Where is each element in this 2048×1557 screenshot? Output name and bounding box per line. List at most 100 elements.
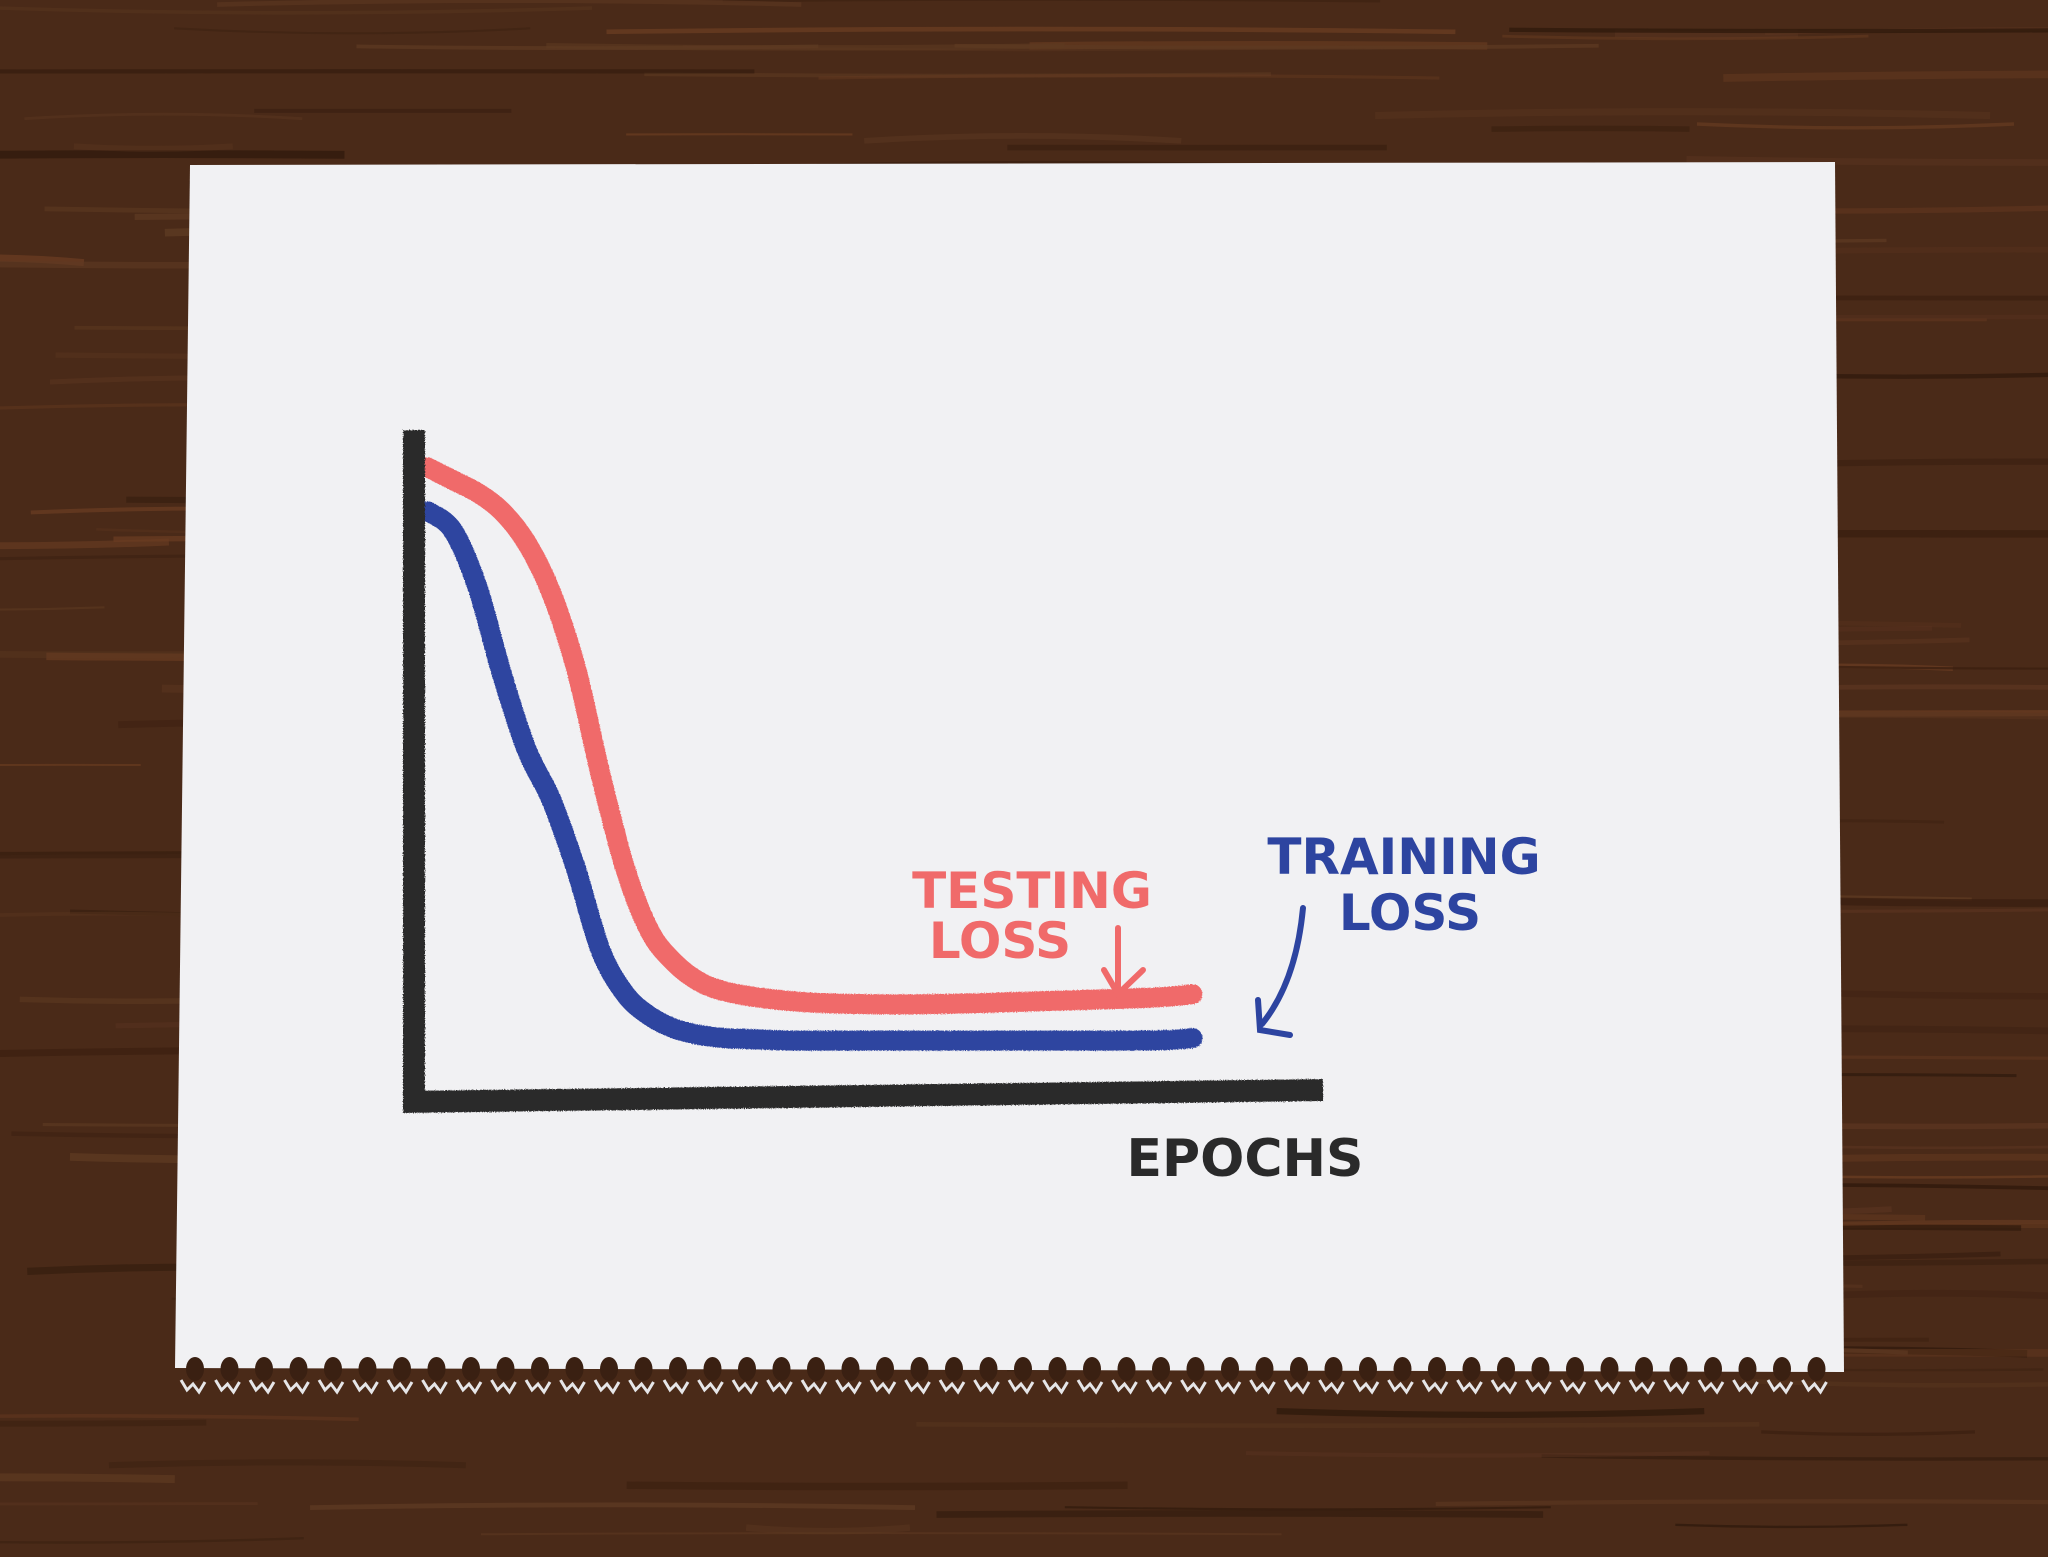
wood-grain-streak <box>217 0 802 7</box>
wood-grain-streak <box>1686 155 2048 166</box>
wood-grain-streak <box>1723 70 2048 82</box>
perforation-hole <box>358 1357 377 1381</box>
series-layer <box>418 457 1203 1051</box>
perforation-hole <box>669 1357 687 1381</box>
torn-paper-tab <box>1697 1379 1725 1395</box>
torn-paper-tab <box>973 1379 1000 1395</box>
torn-paper-tab <box>214 1379 241 1395</box>
torn-paper-tab <box>317 1379 345 1395</box>
perforation-hole <box>703 1357 722 1381</box>
wood-grain-streak <box>0 538 170 550</box>
torn-paper-tab <box>490 1379 517 1395</box>
wood-grain-streak <box>0 606 105 611</box>
wood-grain-streak <box>0 6 593 15</box>
torn-paper-tab <box>1111 1379 1138 1395</box>
x-axis-label: EPOCHS <box>1127 1129 1364 1189</box>
wood-grain-streak <box>108 1459 466 1469</box>
torn-paper-tab <box>1801 1379 1828 1395</box>
torn-paper-tab <box>179 1379 207 1395</box>
torn-paper-tab <box>1525 1379 1552 1395</box>
x-axis-line <box>402 1079 1324 1113</box>
torn-paper-tab <box>455 1379 483 1395</box>
wood-grain-streak <box>818 74 1440 80</box>
torn-paper-tab <box>628 1379 655 1395</box>
torn-paper-tab <box>1214 1379 1242 1395</box>
torn-paper-tab <box>593 1379 621 1395</box>
perforation-hole <box>1152 1357 1170 1381</box>
perforation-hole <box>1117 1357 1136 1381</box>
perforation-hole <box>1014 1357 1032 1381</box>
wood-grain-streak <box>0 1414 359 1422</box>
torn-paper-tab <box>248 1379 276 1395</box>
training-loss-line <box>418 501 1203 1051</box>
perforation-hole <box>289 1357 308 1381</box>
torn-paper-tab <box>1387 1379 1414 1395</box>
paper-sheet <box>175 162 1844 1395</box>
torn-paper-tab <box>1421 1379 1449 1395</box>
testing-loss-label-line-2: LOSS <box>929 912 1071 970</box>
wood-grain-streak <box>1276 1408 1705 1418</box>
perforation-hole <box>1462 1357 1481 1381</box>
wood-grain-streak <box>356 44 819 51</box>
perforation-hole <box>393 1357 411 1381</box>
torn-paper-tab <box>1628 1379 1656 1395</box>
testing-loss-label-line-1: TESTING <box>912 862 1152 920</box>
testing-loss-annotation: TESTING LOSS <box>912 862 1152 999</box>
torn-paper-tab <box>766 1379 793 1395</box>
torn-paper-tab <box>731 1379 759 1395</box>
torn-paper-tab <box>1766 1379 1794 1395</box>
training-loss-label-line-2: LOSS <box>1339 884 1481 942</box>
torn-paper-tab <box>835 1379 862 1395</box>
perforation-hole <box>945 1357 963 1381</box>
torn-paper-tab <box>869 1379 897 1395</box>
torn-paper-tab <box>697 1379 724 1395</box>
training-loss-arrow-icon <box>1255 905 1306 1038</box>
torn-paper-tab <box>421 1379 448 1395</box>
torn-paper-tab <box>800 1379 828 1395</box>
perforation-hole <box>1600 1357 1619 1381</box>
perforation-hole <box>807 1357 825 1381</box>
perforation-hole <box>1669 1357 1688 1381</box>
wood-grain-streak <box>0 1419 207 1427</box>
torn-paper-tab <box>386 1379 414 1395</box>
perforation-hole <box>324 1357 342 1381</box>
training-loss-annotation: TRAINING LOSS <box>1255 828 1541 1038</box>
perforation-hole <box>1773 1357 1791 1381</box>
perforation-hole <box>1186 1357 1205 1381</box>
torn-paper-tab <box>1007 1379 1035 1395</box>
perforation-hole <box>186 1357 204 1381</box>
torn-paper-tab <box>938 1379 966 1395</box>
perforation-hole <box>1255 1357 1274 1381</box>
wood-grain-streak <box>0 1473 175 1484</box>
wood-grain-streak <box>1246 1451 1710 1458</box>
perforation-hole <box>220 1357 239 1381</box>
torn-paper-tab <box>1283 1379 1311 1395</box>
wood-grain-streak <box>1502 34 1869 41</box>
perforation-hole <box>1324 1357 1343 1381</box>
wood-grain-streak <box>1541 1454 2048 1461</box>
torn-paper-tab <box>1490 1379 1518 1395</box>
perforation-hole <box>910 1357 929 1381</box>
torn-paper-tab <box>1318 1379 1345 1395</box>
perforation-hole <box>1738 1357 1757 1381</box>
torn-paper-tab <box>1145 1379 1173 1395</box>
paper-surface <box>175 162 1844 1372</box>
perforation-hole <box>1497 1357 1515 1381</box>
wood-grain-streak <box>310 1502 916 1511</box>
training-loss-label-line-1: TRAINING <box>1267 828 1540 886</box>
perforation-hole <box>738 1357 756 1381</box>
perforation-hole <box>1221 1357 1239 1381</box>
perforation-hole <box>1531 1357 1550 1381</box>
torn-paper-tab <box>283 1379 310 1395</box>
torn-paper-tab <box>524 1379 552 1395</box>
perforation-hole <box>255 1357 273 1381</box>
perforation-hole <box>427 1357 446 1381</box>
perforation-hole <box>876 1357 894 1381</box>
torn-paper-tab <box>904 1379 931 1395</box>
wood-grain-streak <box>1823 246 2048 254</box>
perforation-hole <box>531 1357 549 1381</box>
torn-paper-tab <box>1456 1379 1483 1395</box>
wood-grain-streak <box>480 1532 1282 1536</box>
wood-grain-streak <box>0 150 345 159</box>
wood-grain-streak <box>1761 1430 1976 1436</box>
